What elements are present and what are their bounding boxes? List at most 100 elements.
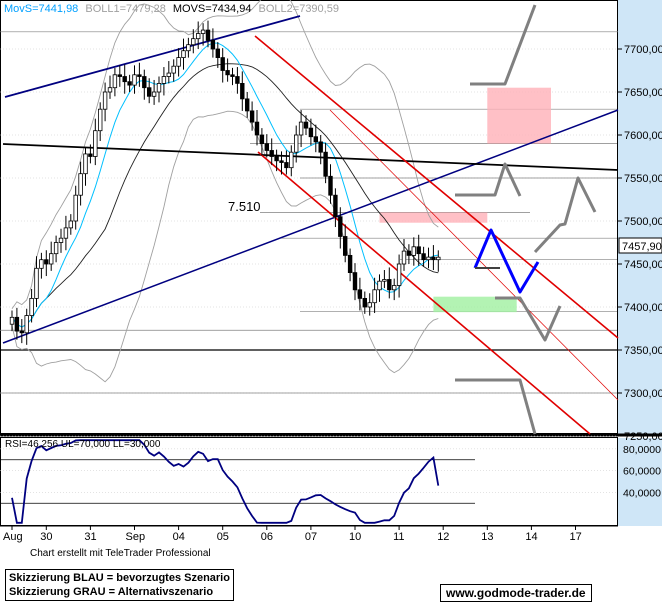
candle-body	[220, 57, 225, 71]
candle-body	[210, 40, 216, 50]
price-zones	[379, 87, 551, 313]
candle-body	[49, 253, 54, 265]
x-tick-label: 06	[261, 531, 273, 543]
x-tick-label: 14	[525, 531, 537, 543]
candle-body	[9, 316, 15, 325]
candle-body	[73, 194, 78, 222]
current-price-label: 7457,90	[622, 241, 662, 253]
candle-body	[83, 153, 88, 175]
x-tick-label: Aug	[3, 531, 23, 543]
candle-body	[102, 91, 108, 110]
candle-body	[347, 254, 353, 273]
candle-body	[117, 74, 122, 77]
candle-body	[107, 87, 113, 93]
candle-body	[436, 256, 441, 261]
bollinger-lower	[11, 110, 439, 383]
x-tick-label: 11	[393, 531, 404, 543]
candle-body	[333, 194, 338, 218]
rsi-tick-label: 40,0000	[623, 487, 661, 499]
bollinger-bands	[11, 0, 439, 383]
price-tick-label: 7600,00	[624, 130, 662, 142]
price-axis: 7700,00 7650,00 7600,00 7550,00 7500,00 7450,…	[618, 44, 662, 443]
candle-body	[171, 65, 176, 74]
candle-body	[367, 302, 372, 308]
candle-body	[387, 279, 392, 291]
price-tick-label: 7250,00	[624, 431, 662, 443]
candle-body	[284, 162, 289, 169]
candle-body	[352, 272, 358, 291]
candle-body	[313, 136, 318, 143]
rsi-panel: 80,0000 60,0000 40,0000	[0, 439, 661, 524]
lower-blue-trendline	[2, 109, 619, 344]
rsi-axis-bg	[618, 438, 662, 526]
x-tick-label: 10	[349, 531, 361, 543]
price-axis-bg	[618, 0, 662, 434]
x-tick-label: 12	[437, 531, 449, 543]
current-price-tag	[618, 237, 662, 254]
boll2-label: BOLL2=7390,59	[259, 3, 339, 15]
candle-body	[88, 153, 93, 157]
candle-body	[264, 143, 269, 151]
candle-body	[259, 134, 265, 144]
candle-body	[328, 175, 333, 196]
x-tick-label: 31	[84, 531, 96, 543]
rsi-panel-frame	[0, 437, 618, 526]
candle-body	[240, 83, 245, 100]
candlesticks	[9, 20, 441, 345]
candle-body	[244, 98, 250, 112]
scenario-sketches	[455, 4, 597, 435]
candle-body	[200, 29, 206, 34]
source-url[interactable]: www.godmode-trader.de	[440, 584, 592, 602]
candle-body	[249, 110, 255, 123]
candle-body	[230, 74, 235, 77]
x-tick-label: Sep	[126, 531, 146, 543]
candle-body	[298, 121, 304, 136]
red-fine-line	[329, 109, 619, 401]
movs-short-label: MovS=7441,98	[4, 3, 78, 15]
candle-body	[58, 237, 64, 243]
candle-body	[416, 246, 421, 255]
rsi-tick-label: 80,0000	[623, 444, 661, 456]
grey-scenario-low	[495, 296, 562, 342]
candle-body	[98, 108, 103, 132]
rsi-tick-label: 60,0000	[623, 466, 661, 478]
candle-body	[68, 220, 73, 229]
chart-credit: Chart erstellt mit TeleTrader Profession…	[30, 548, 211, 559]
candle-body	[146, 87, 152, 97]
candle-body	[181, 50, 186, 59]
candle-body	[318, 141, 323, 153]
candle-body	[14, 316, 20, 332]
candle-body	[93, 130, 98, 157]
candle-body	[401, 250, 407, 265]
upper-blue-trendline	[4, 15, 301, 98]
price-tick-label: 7400,00	[624, 302, 662, 314]
candle-body	[191, 38, 196, 46]
candle-body	[53, 242, 59, 255]
boll1-label: BOLL1=7479,28	[85, 3, 165, 15]
candle-body	[308, 127, 314, 138]
candle-body	[377, 280, 382, 291]
grey-scenario-right	[533, 176, 597, 254]
candle-body	[391, 285, 397, 291]
candle-body	[176, 57, 181, 67]
black-trendline	[2, 143, 619, 171]
blue-scenario	[473, 228, 540, 294]
header-legend: MovS=7441,98 BOLL1=7479,28 MOVS=7434,94 …	[4, 3, 339, 15]
candle-body	[44, 259, 49, 265]
candle-body	[161, 76, 167, 84]
candle-body	[112, 74, 118, 89]
price-tick-label: 7700,00	[624, 44, 662, 56]
level-annotation: 7.510	[228, 199, 261, 214]
candle-body	[426, 256, 431, 261]
price-tick-label: 7350,00	[624, 345, 662, 357]
movs-long-line	[11, 63, 439, 328]
candle-body	[372, 289, 377, 304]
candle-body	[127, 81, 132, 86]
candle-body	[411, 246, 416, 256]
candle-body	[254, 121, 260, 136]
candle-body	[34, 267, 39, 299]
resistance-zone	[487, 87, 551, 144]
price-panel-frame	[0, 0, 618, 434]
x-tick-label: 13	[481, 531, 493, 543]
candle-body	[293, 134, 299, 153]
